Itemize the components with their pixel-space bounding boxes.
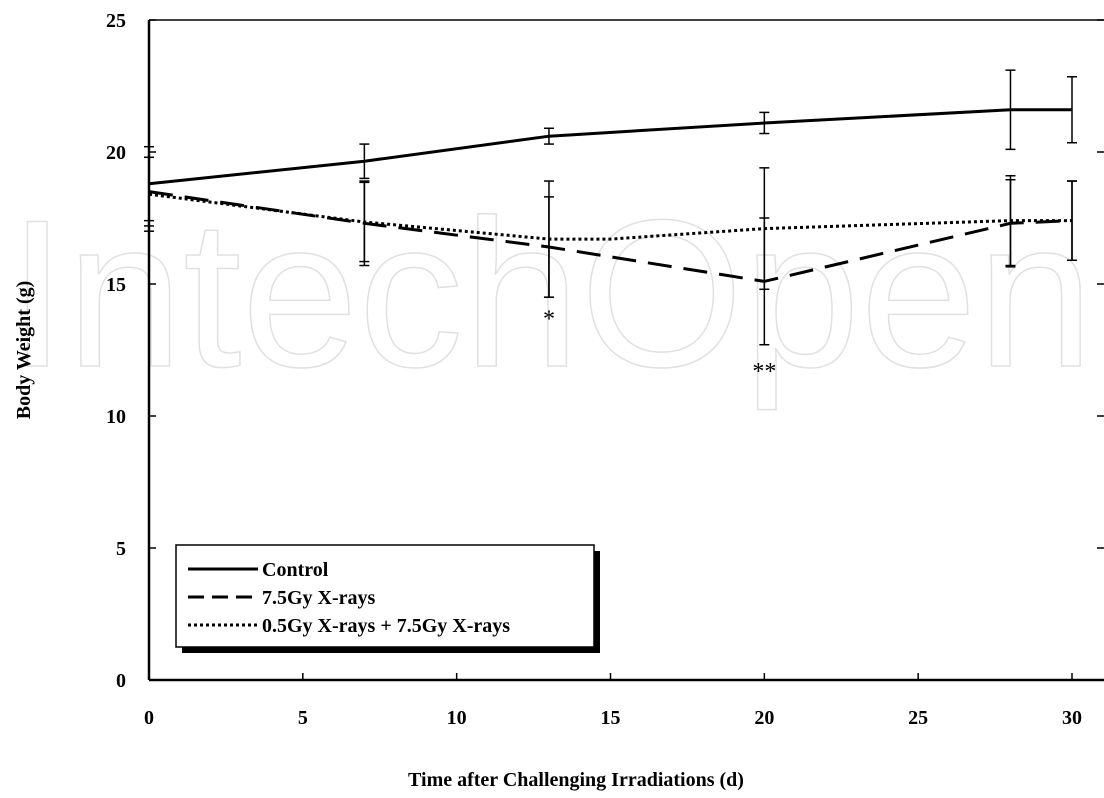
- error-bars: [144, 69, 1077, 346]
- x-tick-label: 10: [447, 707, 467, 729]
- y-tick-label: 10: [106, 406, 126, 428]
- y-tick-label: 20: [106, 142, 126, 164]
- significance-marker: *: [543, 306, 555, 332]
- legend-label: Control: [262, 559, 329, 581]
- x-tick-label: 30: [1062, 707, 1082, 729]
- x-tick-label: 20: [754, 707, 774, 729]
- series-line: [148, 108, 1072, 186]
- y-axis-title: Body Weight (g): [13, 281, 35, 420]
- y-tick-label: 25: [106, 10, 126, 32]
- legend: Control 7.5Gy X-rays 0.5Gy X-rays + 7.5Gy …: [175, 544, 600, 653]
- significance-marker: **: [752, 359, 776, 385]
- x-tick-label: 0: [144, 707, 154, 729]
- annotations: ***: [543, 306, 776, 385]
- watermark: IntechOpen: [8, 176, 1094, 411]
- legend-items: Control 7.5Gy X-rays 0.5Gy X-rays + 7.5Gy …: [188, 559, 510, 637]
- x-axis-title: Time after Challenging Irradiations (d): [408, 769, 744, 791]
- legend-label: 7.5Gy X-rays: [262, 587, 376, 609]
- axes: 0 5 10 15 20 25 0 5 10 15 20 25 30: [106, 10, 1104, 729]
- x-tick-label: 15: [601, 707, 621, 729]
- y-tick-label: 15: [106, 274, 126, 296]
- x-tick-label: 25: [908, 707, 928, 729]
- x-tick-label: 5: [298, 707, 308, 729]
- y-tick-label: 0: [116, 670, 126, 692]
- legend-label: 0.5Gy X-rays + 7.5Gy X-rays: [262, 615, 510, 637]
- y-tick-label: 5: [116, 538, 126, 560]
